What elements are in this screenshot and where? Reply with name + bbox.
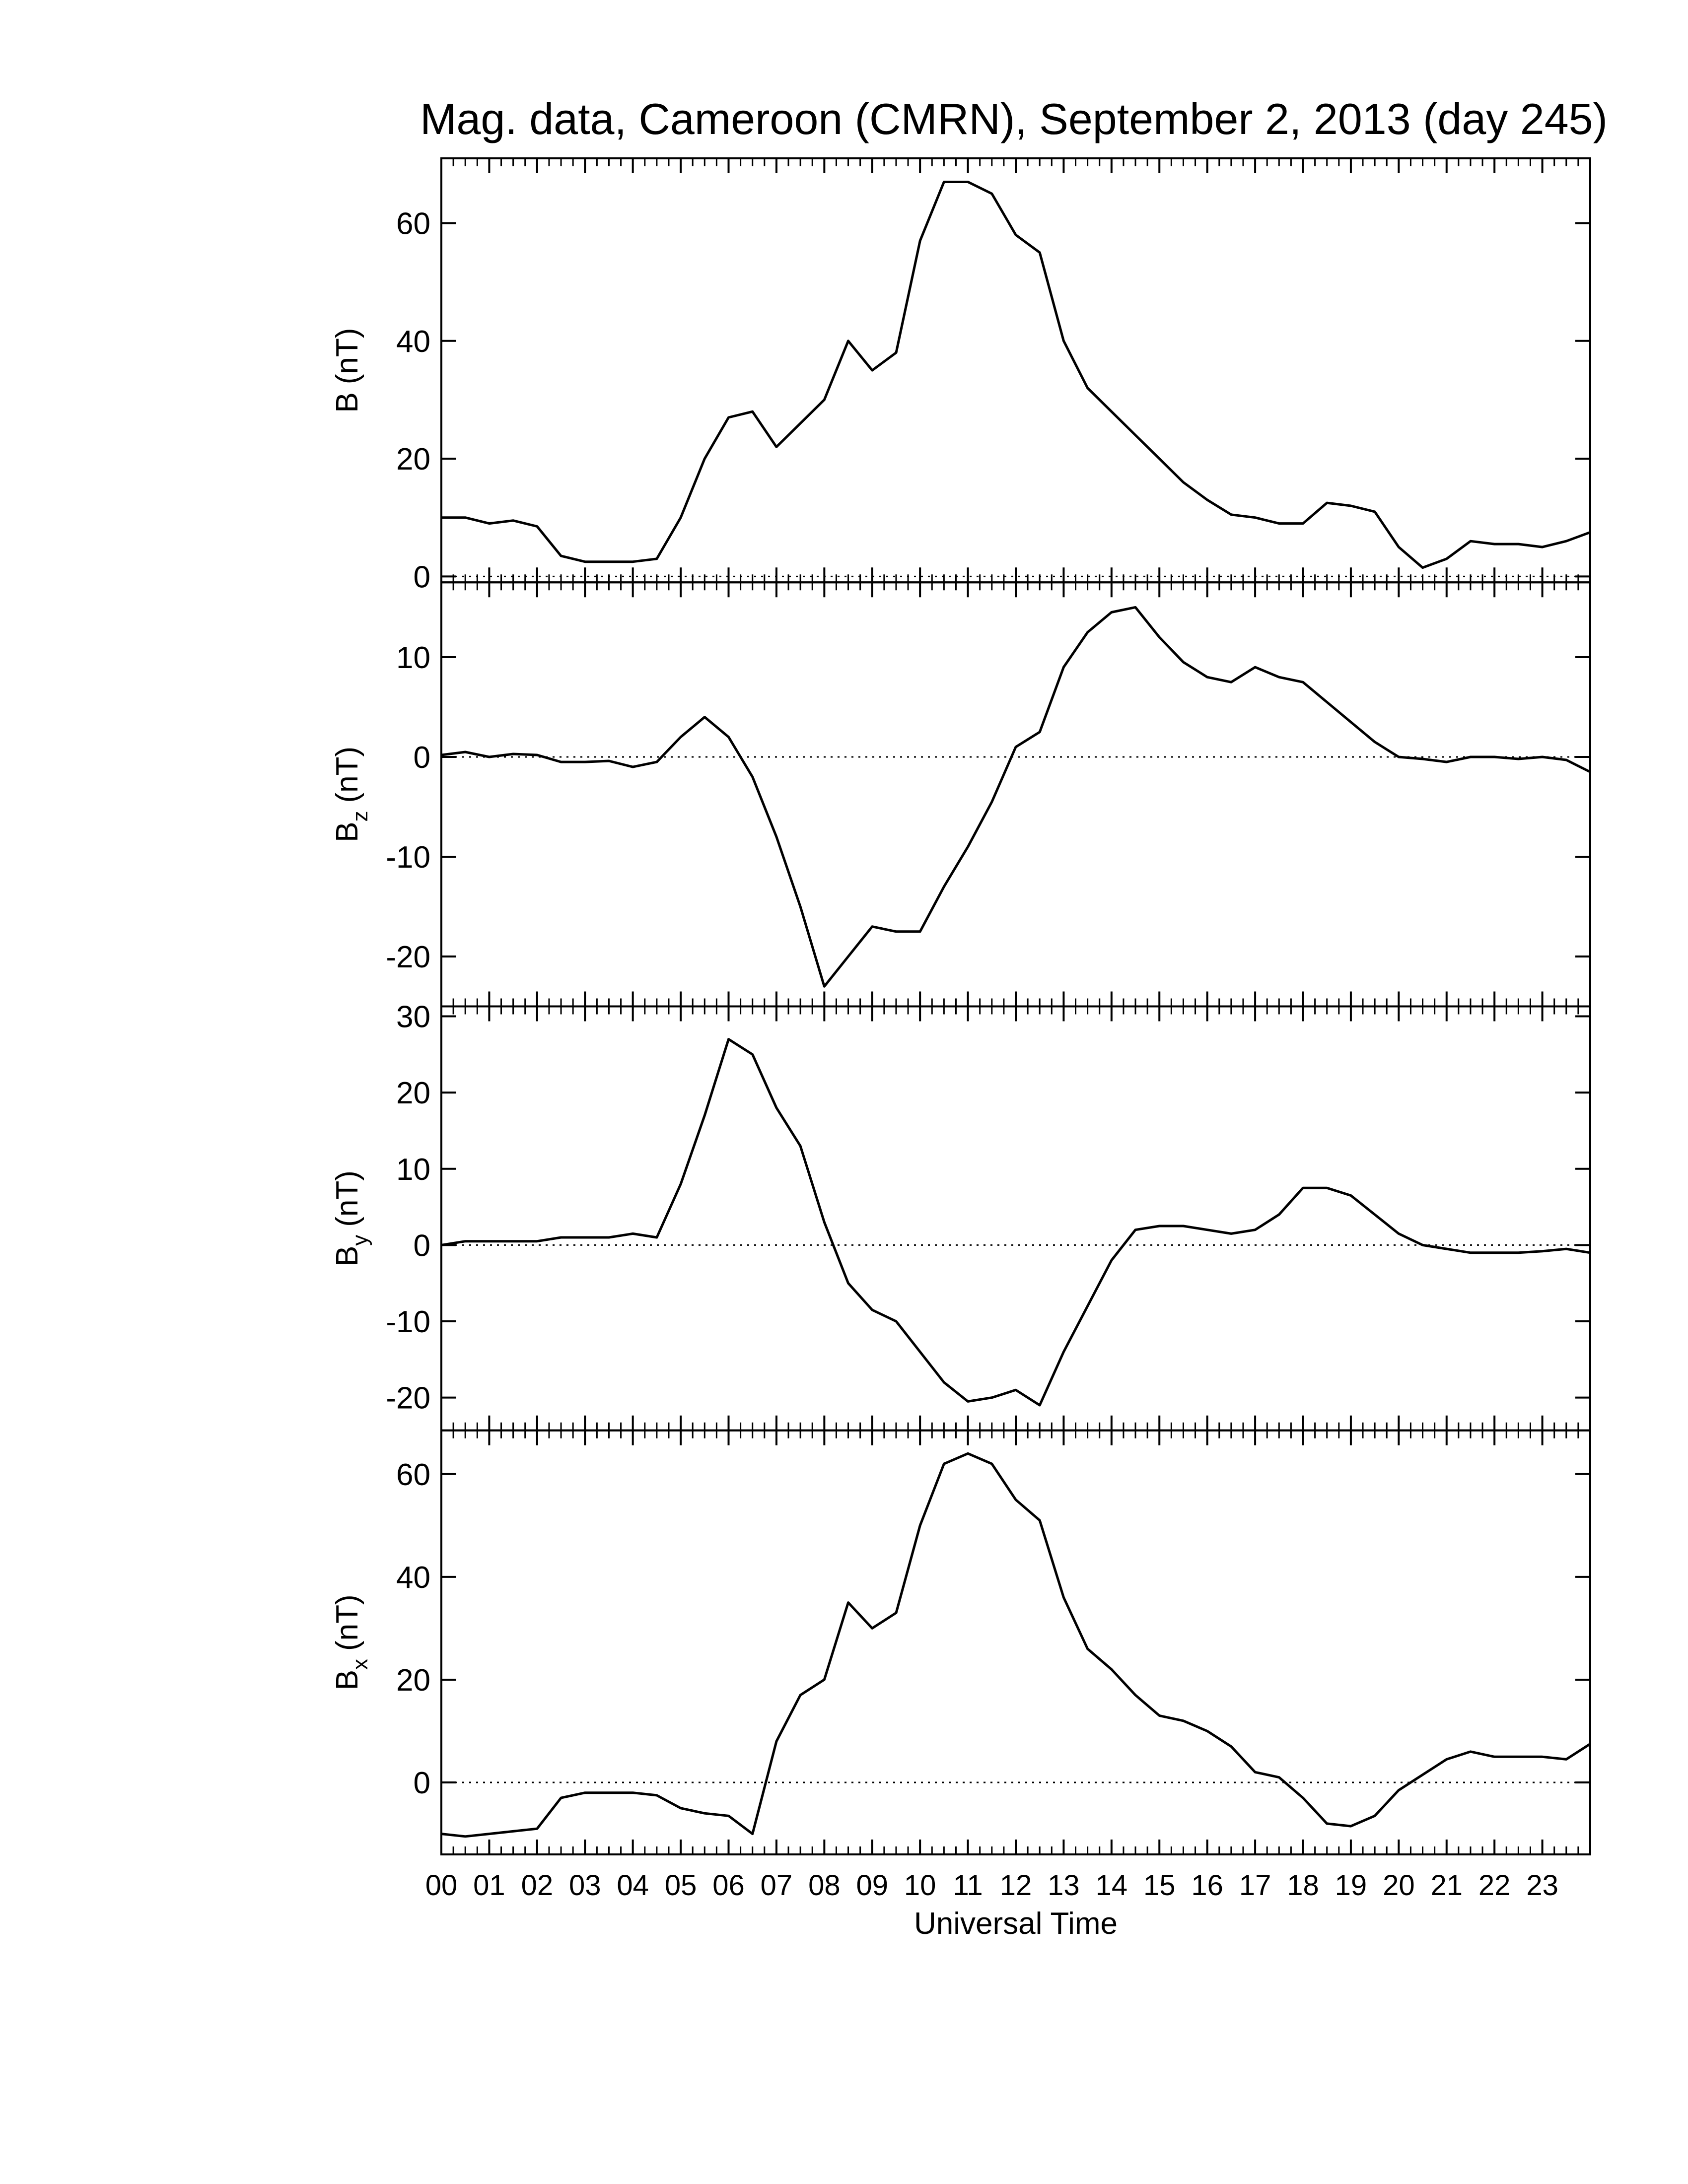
y-tick-label: 0	[414, 1766, 430, 1800]
x-tick-label: 16	[1191, 1869, 1223, 1902]
y-tick-label: 10	[396, 1153, 430, 1187]
y-axis-label-sub: z	[348, 811, 372, 822]
chart-title: Mag. data, Cameroon (CMRN), September 2,…	[420, 94, 1608, 143]
x-tick-label: 20	[1383, 1869, 1415, 1902]
data-line	[441, 606, 1591, 988]
x-tick-label: 06	[712, 1869, 745, 1902]
x-axis-label: Universal Time	[914, 1907, 1118, 1941]
y-axis-label: Bx (nT)	[330, 1594, 372, 1690]
y-axis-label-symbol: B	[330, 822, 364, 842]
y-axis-label-unit: (nT)	[330, 328, 364, 385]
y-tick-label: 40	[396, 1561, 430, 1595]
y-tick-label: 0	[414, 1228, 430, 1263]
x-tick-label: 01	[473, 1869, 505, 1902]
x-tick-label: 00	[425, 1869, 458, 1902]
y-tick-label: -20	[386, 940, 430, 974]
y-axis-label-symbol: B	[330, 1670, 364, 1690]
y-tick-label: 20	[396, 1076, 430, 1110]
y-tick-label: 30	[396, 1000, 430, 1034]
y-tick-label: -20	[386, 1381, 430, 1416]
y-axis-label-sub: y	[348, 1235, 372, 1246]
y-axis-label-sub: x	[348, 1659, 372, 1670]
y-tick-label: 0	[414, 560, 430, 594]
x-tick-label: 22	[1478, 1869, 1511, 1902]
x-tick-label: 17	[1239, 1869, 1271, 1902]
y-axis-label: Bz (nT)	[330, 747, 372, 842]
y-axis-label-symbol: B	[330, 392, 364, 412]
y-tick-label: 10	[396, 641, 430, 675]
x-tick-label: 05	[665, 1869, 697, 1902]
x-tick-label: 11	[953, 1869, 983, 1902]
y-axis-label-unit: (nT)	[330, 747, 364, 803]
y-axis-label: By (nT)	[330, 1170, 372, 1266]
x-tick-label: 03	[569, 1869, 601, 1902]
y-axis-label-symbol: B	[330, 1246, 364, 1266]
y-tick-label: 0	[414, 741, 430, 775]
x-tick-label: 10	[904, 1869, 936, 1902]
x-tick-label: 02	[521, 1869, 554, 1902]
y-axis-label-unit: (nT)	[330, 1170, 364, 1227]
data-line	[441, 1038, 1591, 1407]
x-tick-label: 15	[1143, 1869, 1176, 1902]
x-tick-label: 09	[856, 1869, 888, 1902]
x-tick-label: 14	[1096, 1869, 1128, 1902]
x-tick-label: 08	[808, 1869, 841, 1902]
x-tick-label: 21	[1430, 1869, 1463, 1902]
x-tick-label: 07	[761, 1869, 793, 1902]
x-tick-label: 12	[1000, 1869, 1032, 1902]
x-tick-label: 04	[617, 1869, 649, 1902]
y-axis-label-unit: (nT)	[330, 1594, 364, 1651]
x-tick-label: 19	[1335, 1869, 1367, 1902]
y-tick-label: -10	[386, 840, 430, 875]
x-tick-label: 13	[1048, 1869, 1080, 1902]
data-line	[441, 181, 1591, 569]
y-tick-label: 60	[396, 1458, 430, 1492]
data-line	[441, 1452, 1591, 1838]
y-tick-label: -10	[386, 1305, 430, 1339]
y-tick-label: 20	[396, 442, 430, 477]
x-tick-label: 18	[1287, 1869, 1319, 1902]
y-tick-label: 40	[396, 325, 430, 359]
y-axis-label: B (nT)	[330, 328, 364, 413]
y-tick-label: 60	[396, 207, 430, 241]
x-tick-label: 23	[1526, 1869, 1558, 1902]
y-tick-label: 20	[396, 1663, 430, 1698]
